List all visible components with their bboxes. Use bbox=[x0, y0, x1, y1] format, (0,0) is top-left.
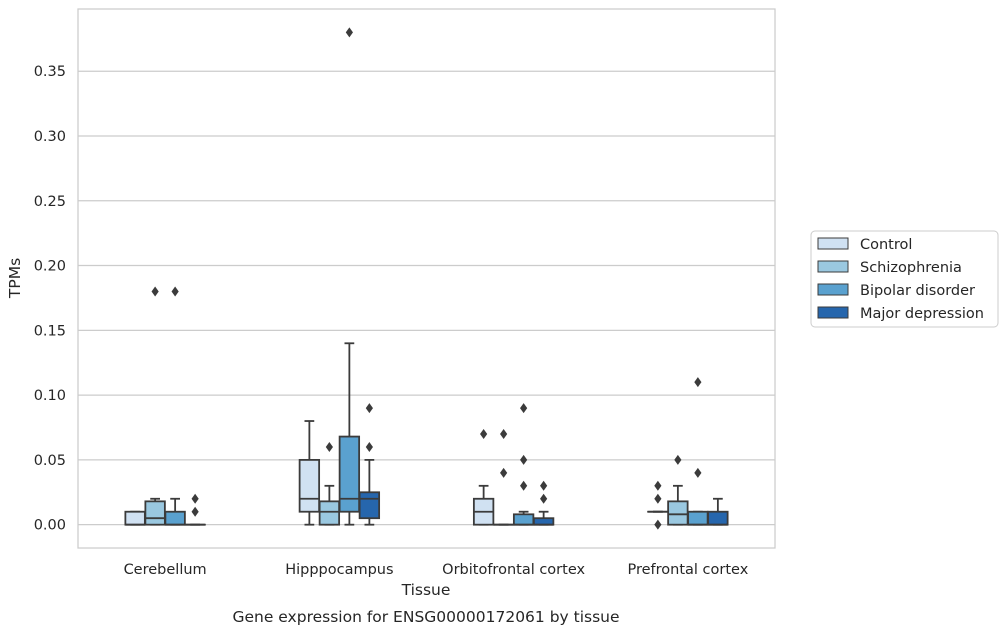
x-axis-label: Tissue bbox=[401, 581, 451, 599]
box bbox=[298, 458, 321, 513]
outlier-point bbox=[171, 286, 179, 297]
box-group bbox=[667, 454, 689, 526]
box bbox=[124, 510, 146, 526]
outlier-point bbox=[540, 493, 548, 504]
outlier-point bbox=[365, 403, 373, 414]
legend-swatch bbox=[817, 237, 849, 250]
legend-frame bbox=[810, 230, 999, 328]
legend-swatch bbox=[817, 283, 849, 296]
outlier-point bbox=[191, 493, 199, 504]
box-group bbox=[512, 403, 535, 526]
y-tick-label: 0.15 bbox=[34, 323, 66, 339]
outlier-point bbox=[520, 480, 528, 491]
legend-label: Major depression bbox=[860, 306, 984, 322]
box bbox=[358, 491, 381, 520]
y-axis-label: TPMs bbox=[6, 258, 24, 299]
y-tick-label: 0.35 bbox=[34, 64, 66, 80]
outlier-point bbox=[500, 428, 508, 439]
outlier-point bbox=[500, 467, 508, 478]
legend-label: Control bbox=[860, 237, 912, 253]
box-group bbox=[338, 27, 361, 526]
box-group bbox=[298, 420, 321, 526]
box-group bbox=[124, 510, 146, 526]
box-group bbox=[647, 480, 669, 530]
outlier-point bbox=[520, 403, 528, 414]
outlier-point bbox=[540, 480, 548, 491]
x-tick-label: Orbitofrontal cortex bbox=[442, 562, 585, 578]
y-tick-label: 0.25 bbox=[34, 194, 66, 210]
outlier-point bbox=[520, 454, 528, 465]
box bbox=[687, 510, 709, 526]
outlier-point bbox=[654, 493, 662, 504]
box-group bbox=[318, 441, 341, 526]
outlier-point bbox=[694, 377, 702, 388]
box-group bbox=[144, 286, 166, 526]
box-group bbox=[707, 497, 729, 526]
legend-swatch bbox=[817, 306, 849, 319]
box-group bbox=[164, 286, 186, 526]
plot-frame bbox=[77, 8, 776, 549]
box bbox=[144, 500, 166, 526]
y-tick-label: 0.30 bbox=[34, 129, 66, 145]
y-tick-labels: 0.00 0.05 0.10 0.15 0.20 0.25 0.30 0.35 bbox=[34, 64, 66, 533]
x-tick-label: Hipppocampus bbox=[285, 562, 393, 578]
box bbox=[512, 513, 535, 526]
box bbox=[338, 435, 361, 513]
outlier-point bbox=[654, 480, 662, 491]
outlier-point bbox=[345, 27, 353, 38]
outlier-point bbox=[654, 519, 662, 530]
box-group bbox=[472, 428, 495, 526]
box bbox=[164, 510, 186, 526]
box bbox=[707, 510, 729, 526]
chart-caption: Gene expression for ENSG00000172061 by t… bbox=[232, 608, 619, 626]
y-tick-label: 0.00 bbox=[34, 518, 66, 534]
outlier-point bbox=[151, 286, 159, 297]
y-tick-label: 0.10 bbox=[34, 388, 66, 404]
box bbox=[667, 500, 689, 526]
legend: Control Schizophrenia Bipolar disorder Majo… bbox=[810, 230, 999, 328]
box-group bbox=[358, 403, 381, 526]
box bbox=[318, 500, 341, 526]
outlier-point bbox=[694, 467, 702, 478]
legend-label: Bipolar disorder bbox=[860, 283, 975, 299]
x-tick-label: Cerebellum bbox=[124, 562, 207, 578]
y-gridlines bbox=[78, 70, 775, 526]
box-group bbox=[687, 377, 709, 526]
plot-area bbox=[124, 27, 729, 530]
outlier-point bbox=[674, 454, 682, 465]
outlier-point bbox=[365, 441, 373, 452]
legend-swatch bbox=[817, 260, 849, 273]
legend-label: Schizophrenia bbox=[860, 260, 962, 276]
box-group bbox=[492, 428, 515, 526]
outlier-point bbox=[191, 506, 199, 517]
box-group bbox=[532, 480, 555, 526]
y-tick-label: 0.05 bbox=[34, 453, 66, 469]
box bbox=[532, 517, 555, 526]
x-tick-labels: Cerebellum Hipppocampus Orbitofrontal cort… bbox=[124, 562, 749, 578]
outlier-point bbox=[480, 428, 488, 439]
box-group bbox=[184, 493, 206, 526]
x-tick-label: Prefrontal cortex bbox=[627, 562, 748, 578]
y-tick-label: 0.20 bbox=[34, 259, 66, 275]
outlier-point bbox=[325, 441, 333, 452]
